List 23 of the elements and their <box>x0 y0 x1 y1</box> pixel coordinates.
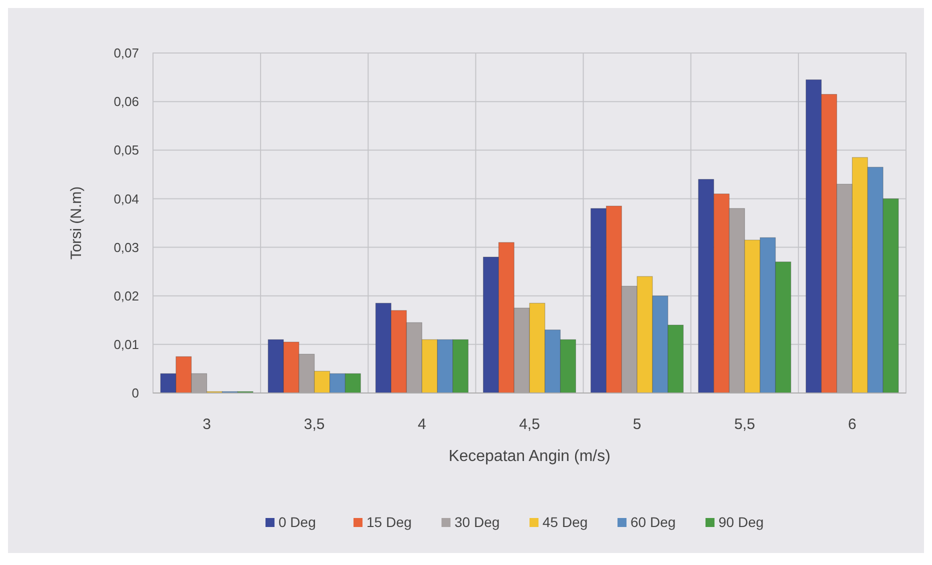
y-tick-label: 0,07 <box>114 46 139 61</box>
x-axis-title: Kecepatan Angin (m/s) <box>448 448 610 465</box>
legend-label: 0 Deg <box>278 514 316 530</box>
x-tick-label: 3,5 <box>304 416 325 433</box>
x-tick-label: 3 <box>202 416 211 433</box>
x-tick-label: 4 <box>418 416 426 433</box>
y-tick-label: 0,03 <box>114 240 139 255</box>
x-tick-label: 4,5 <box>519 416 540 433</box>
legend-label: 30 Deg <box>454 514 500 530</box>
y-tick-label: 0,02 <box>114 288 139 304</box>
y-axis-title: Torsi (N.m) <box>68 186 85 260</box>
y-tick-label: 0,06 <box>114 94 139 110</box>
y-tick-label: 0,04 <box>114 191 139 206</box>
legend-label: 15 Deg <box>366 514 412 530</box>
y-tick-label: 0,01 <box>114 336 139 352</box>
x-tick-label: 5,5 <box>734 416 756 433</box>
x-tick-label: 5 <box>632 416 642 433</box>
y-tick-label: 0,05 <box>114 142 139 158</box>
legend-label: 45 Deg <box>542 514 588 530</box>
legend-label: 90 Deg <box>718 514 764 530</box>
y-tick-label: 0 <box>132 386 139 401</box>
x-tick-label: 6 <box>848 416 856 433</box>
legend-label: 60 Deg <box>630 514 676 530</box>
